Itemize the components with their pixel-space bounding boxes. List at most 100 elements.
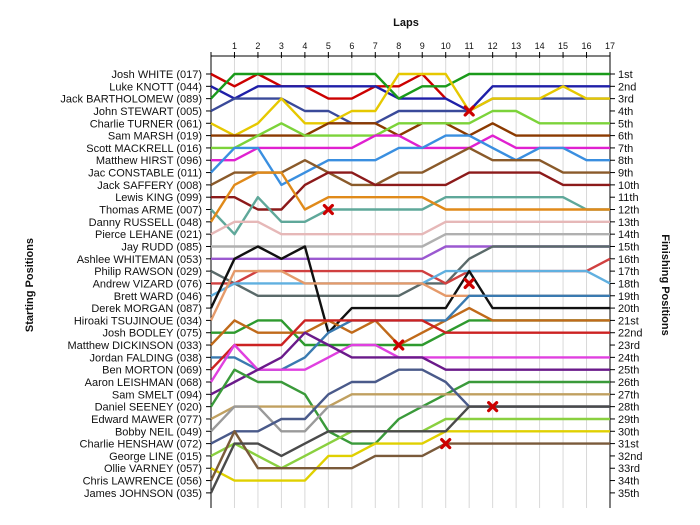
series-line-27 <box>210 331 610 396</box>
finish-label-24: 24th <box>618 352 639 364</box>
retirement-marker-3 <box>463 277 475 290</box>
retirement-marker-5 <box>487 401 499 413</box>
series-line-34 <box>209 430 610 482</box>
start-label-24: Jordan FALDING (038) <box>90 352 203 364</box>
start-label-22: Josh BODLEY (075) <box>103 328 202 340</box>
x-tick-label-9: 9 <box>420 41 425 51</box>
start-label-19: Brett WARD (046) <box>114 291 202 303</box>
marker-stroke <box>463 105 475 117</box>
x-tick-label-16: 16 <box>582 41 592 51</box>
start-label-32: George LINE (015) <box>109 451 202 463</box>
series-line-17 <box>210 245 610 297</box>
retirement-marker-1 <box>463 105 475 117</box>
start-label-29: Edward MAWER (077) <box>91 414 202 426</box>
start-label-10: Jack SAFFERY (008) <box>97 180 202 192</box>
x-tick-label-12: 12 <box>488 41 498 51</box>
x-tick-label-2: 2 <box>255 41 260 51</box>
finish-label-1: 1st <box>618 69 633 81</box>
finish-label-7: 7th <box>618 143 633 155</box>
series-line-3 <box>210 72 610 100</box>
finish-label-17: 17th <box>618 266 639 278</box>
series-line-14 <box>210 220 610 236</box>
finish-label-25: 25th <box>618 365 639 377</box>
finish-label-26: 26th <box>618 377 639 389</box>
marker-stroke <box>393 339 405 351</box>
finish-label-4: 4th <box>618 106 633 118</box>
finish-label-3: 3rd <box>618 94 634 106</box>
finish-label-30: 30th <box>618 426 639 438</box>
finish-label-19: 19th <box>618 291 639 303</box>
series-line-6 <box>211 122 610 137</box>
finish-label-6: 6th <box>618 131 633 143</box>
finish-label-12: 12th <box>618 205 639 217</box>
x-tick-label-5: 5 <box>326 41 331 51</box>
x-tick-labels: 1 2 3 4 5 6 7 8 9 10 11 12 13 14 15 16 17 <box>232 41 615 51</box>
retirement-marker-6 <box>440 438 452 450</box>
finish-label-5: 5th <box>618 118 633 130</box>
finish-label-33: 33rd <box>618 463 640 475</box>
x-tick-label-10: 10 <box>441 41 451 51</box>
x-tick-label-1: 1 <box>232 41 237 51</box>
series-line-11 <box>211 171 610 211</box>
x-tick-label-8: 8 <box>396 41 401 51</box>
x-tick-label-11: 11 <box>465 41 474 51</box>
x-tick-label-3: 3 <box>279 41 284 51</box>
x-tick-label-6: 6 <box>349 41 354 51</box>
finish-label-11: 11th <box>618 192 639 204</box>
finish-label-13: 13th <box>618 217 639 229</box>
start-label-4: John STEWART (005) <box>93 106 202 118</box>
start-label-1: Josh WHITE (017) <box>112 69 202 81</box>
start-label-30: Bobby NEIL (049) <box>115 426 202 438</box>
x-tick-label-15: 15 <box>558 41 568 51</box>
start-label-16: Ashlee WHITEMAN (053) <box>77 254 202 266</box>
start-label-11: Lewis KING (099) <box>115 192 202 204</box>
start-label-23: Matthew DICKINSON (033) <box>68 340 202 352</box>
start-label-31: Charlie HENSHAW (072) <box>80 439 202 451</box>
finish-label-32: 32nd <box>618 451 642 463</box>
start-label-20: Derek MORGAN (087) <box>91 303 202 315</box>
series-line-25 <box>210 319 610 371</box>
start-label-26: Aaron LEISHMAN (068) <box>85 377 202 389</box>
y-axis-title-left: Starting Positions <box>24 238 36 332</box>
start-label-9: Jac CONSTABLE (011) <box>88 168 202 180</box>
series-line-9 <box>210 134 610 187</box>
finish-label-2: 2nd <box>618 81 636 93</box>
x-tick-label-7: 7 <box>373 41 378 51</box>
retirement-marker-4 <box>393 339 405 351</box>
start-label-35: James JOHNSON (035) <box>84 488 202 500</box>
finish-label-34: 34th <box>618 476 639 488</box>
finish-label-29: 29th <box>618 414 639 426</box>
start-label-13: Danny RUSSELL (048) <box>89 217 202 229</box>
finish-label-21: 21st <box>618 315 639 327</box>
finish-label-35: 35th <box>618 488 639 500</box>
finish-label-15: 15th <box>618 241 639 253</box>
start-label-25: Ben MORTON (069) <box>102 365 202 377</box>
start-label-3: Jack BARTHOLOMEW (089) <box>60 94 202 106</box>
start-label-5: Charlie TURNER (061) <box>90 118 202 130</box>
finish-label-16: 16th <box>618 254 639 266</box>
start-label-18: Andrew VIZARD (076) <box>93 278 202 290</box>
start-label-15: Jay RUDD (085) <box>121 241 202 253</box>
finish-label-10: 10th <box>618 180 639 192</box>
finish-label-27: 27th <box>618 389 639 401</box>
start-label-28: Daniel SEENEY (020) <box>95 402 202 414</box>
marker-stroke <box>487 401 499 413</box>
start-label-17: Philip RAWSON (029) <box>94 266 202 278</box>
y-axis-title-right: Finishing Positions <box>659 234 671 335</box>
series-line-35 <box>209 405 610 494</box>
finish-label-23: 23rd <box>618 340 640 352</box>
finish-label-18: 18th <box>618 278 639 290</box>
finish-label-9: 9th <box>618 168 633 180</box>
series-line-13 <box>209 171 610 223</box>
x-tick-label-13: 13 <box>511 41 521 51</box>
finish-label-8: 8th <box>618 155 633 167</box>
axes <box>206 52 615 508</box>
finish-label-28: 28th <box>618 402 639 414</box>
start-label-21: Hiroaki TSUJINOUE (034) <box>74 315 202 327</box>
start-label-2: Luke KNOTT (044) <box>109 81 202 93</box>
retirement-marker-2 <box>322 203 334 216</box>
marker-stroke <box>322 203 334 216</box>
start-label-12: Thomas ARME (007) <box>99 205 202 217</box>
x-tick-label-17: 17 <box>605 41 615 51</box>
series-line-20 <box>209 245 610 334</box>
